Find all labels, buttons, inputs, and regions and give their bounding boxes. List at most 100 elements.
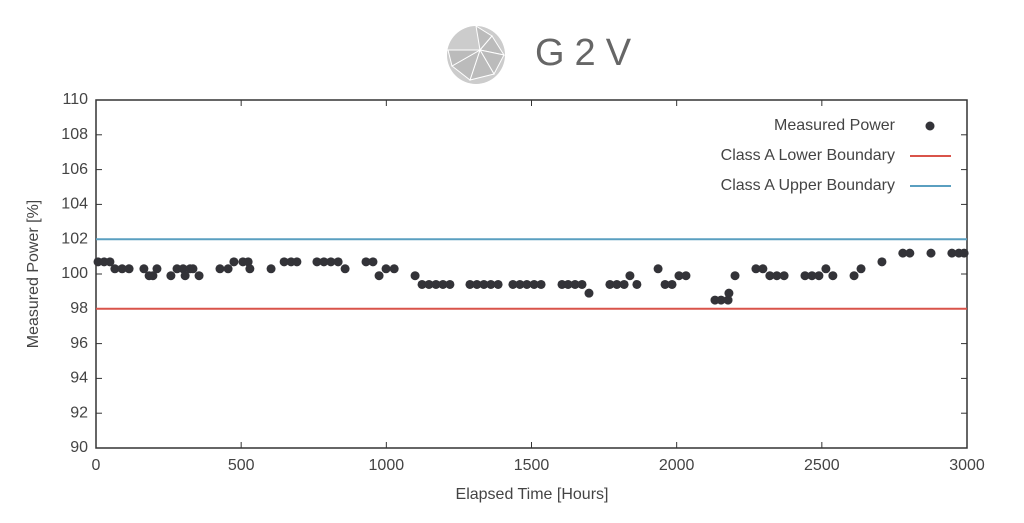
data-point [612,279,622,289]
data-point [522,279,532,289]
data-point [674,271,684,281]
data-point [105,257,115,267]
y-tick-label: 110 [62,91,88,108]
data-point [772,271,782,281]
legend-label: Class A Lower Boundary [721,147,895,164]
data-point [800,271,810,281]
data-point [765,271,775,281]
data-point [947,248,957,258]
data-point [821,264,831,274]
data-point [959,248,969,258]
data-point [807,271,817,281]
data-point [223,264,233,274]
data-point [215,264,225,274]
data-point [279,257,289,267]
data-point [180,271,190,281]
y-tick-label: 98 [70,300,88,317]
data-point [828,271,838,281]
data-point [139,264,149,274]
data-point [117,264,127,274]
legend-marker [925,121,935,131]
y-tick-label: 106 [61,161,88,178]
data-point [333,257,343,267]
data-point [312,257,322,267]
data-point [724,288,734,298]
x-tick-label: 0 [92,457,101,474]
data-point [124,264,134,274]
data-point [486,279,496,289]
data-point [188,264,198,274]
data-point [584,288,594,298]
data-point [856,264,866,274]
data-point [529,279,539,289]
data-point [166,271,176,281]
logo-text: G2V [535,32,641,74]
data-point [472,279,482,289]
data-point [438,279,448,289]
x-tick-label: 2500 [804,457,840,474]
data-point [493,279,503,289]
y-tick-label: 104 [61,196,88,213]
data-point [779,271,789,281]
data-point [653,264,663,274]
data-point [110,264,120,274]
data-point [577,279,587,289]
data-point [751,264,761,274]
data-point [410,271,420,281]
data-point [758,264,768,274]
y-tick-label: 96 [70,335,88,352]
data-point [681,271,691,281]
data-point [245,264,255,274]
data-point [667,279,677,289]
data-point [619,279,629,289]
y-tick-label: 92 [70,404,88,421]
data-point [424,279,434,289]
data-point [479,279,489,289]
data-point [465,279,475,289]
data-point [374,271,384,281]
data-point [814,271,824,281]
data-point [243,257,253,267]
x-tick-label: 1500 [514,457,550,474]
data-point [417,279,427,289]
data-point [723,295,733,305]
data-point [625,271,635,281]
y-tick-label: 90 [70,439,88,456]
data-point [849,271,859,281]
data-point [730,271,740,281]
data-point [605,279,615,289]
logo-icon [447,24,506,84]
data-point [905,248,915,258]
data-point [515,279,525,289]
data-point [368,257,378,267]
x-tick-label: 3000 [949,457,985,474]
data-point [926,248,936,258]
data-point [381,264,391,274]
data-point [570,279,580,289]
data-point [148,271,158,281]
data-point [319,257,329,267]
data-point [326,257,336,267]
legend-label: Measured Power [774,117,896,134]
data-point [536,279,546,289]
data-point [340,264,350,274]
data-point [266,264,276,274]
data-point [389,264,399,274]
data-point [898,248,908,258]
legend-label: Class A Upper Boundary [721,177,895,194]
data-point [194,271,204,281]
y-tick-label: 100 [61,265,88,282]
data-point [178,264,188,274]
x-tick-label: 2000 [659,457,695,474]
data-point [660,279,670,289]
data-point [152,264,162,274]
y-tick-label: 102 [61,230,88,247]
y-tick-label: 94 [70,370,88,387]
data-point [632,279,642,289]
data-point [229,257,239,267]
data-point [431,279,441,289]
data-point [361,257,371,267]
data-point [292,257,302,267]
data-point [445,279,455,289]
